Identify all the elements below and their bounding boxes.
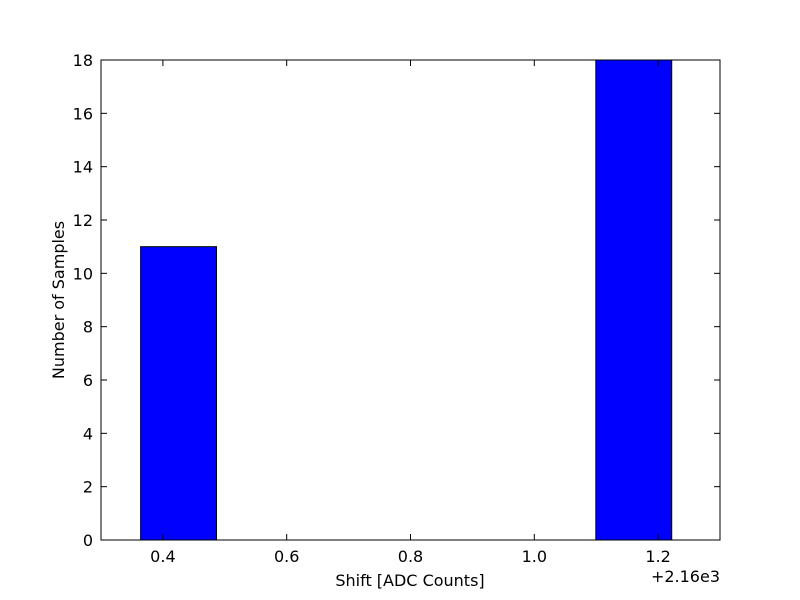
y-tick-label: 16 bbox=[73, 104, 93, 123]
y-tick-label: 0 bbox=[83, 531, 93, 550]
y-tick-label: 14 bbox=[73, 158, 93, 177]
x-tick-label: 1.2 bbox=[645, 547, 670, 566]
x-tick-label: 0.6 bbox=[274, 547, 299, 566]
x-tick-label: 0.8 bbox=[398, 547, 423, 566]
y-tick-label: 4 bbox=[83, 424, 93, 443]
y-tick-label: 12 bbox=[73, 211, 93, 230]
y-tick-label: 6 bbox=[83, 371, 93, 390]
y-tick-label: 8 bbox=[83, 318, 93, 337]
bar bbox=[595, 59, 673, 541]
x-offset-label: +2.16e3 bbox=[651, 567, 720, 586]
y-tick-label: 10 bbox=[73, 264, 93, 283]
y-tick-label: 2 bbox=[83, 478, 93, 497]
y-axis-label: Number of Samples bbox=[49, 221, 68, 379]
x-axis-label: Shift [ADC Counts] bbox=[335, 571, 484, 590]
y-tick-label: 18 bbox=[73, 51, 93, 70]
x-tick-label: 0.4 bbox=[150, 547, 175, 566]
x-tick-label: 1.0 bbox=[522, 547, 547, 566]
bar bbox=[140, 246, 218, 541]
